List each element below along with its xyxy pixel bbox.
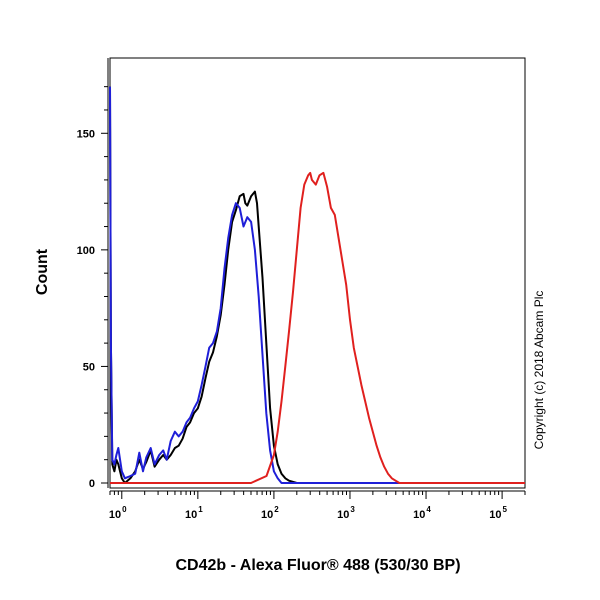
copyright-text: Copyright (c) 2018 Abcam Plc (532, 291, 546, 450)
x-axis: 100 101 102 103 104 105 (109, 490, 526, 521)
x-tick-label: 104 (413, 505, 431, 521)
series-2-line (109, 86, 525, 484)
y-axis-title: Count (34, 248, 51, 295)
series-group (109, 86, 525, 484)
y-tick-label: 150 (77, 128, 95, 140)
plot-frame (109, 57, 526, 489)
x-axis-title: CD42b - Alexa Fluor® 488 (530/30 BP) (175, 557, 460, 574)
y-tick-label: 50 (83, 361, 95, 373)
y-tick-label: 100 (77, 245, 95, 257)
x-tick-label: 105 (489, 505, 507, 521)
series-3-line (110, 171, 525, 484)
x-tick-label: 100 (109, 505, 127, 521)
x-tick-label: 102 (261, 505, 279, 521)
series-1-line (109, 86, 525, 484)
y-axis: 0 50 100 150 (77, 58, 109, 490)
y-tick-label: 0 (89, 478, 95, 490)
x-tick-label: 103 (337, 505, 355, 521)
x-tick-label: 101 (185, 505, 203, 521)
